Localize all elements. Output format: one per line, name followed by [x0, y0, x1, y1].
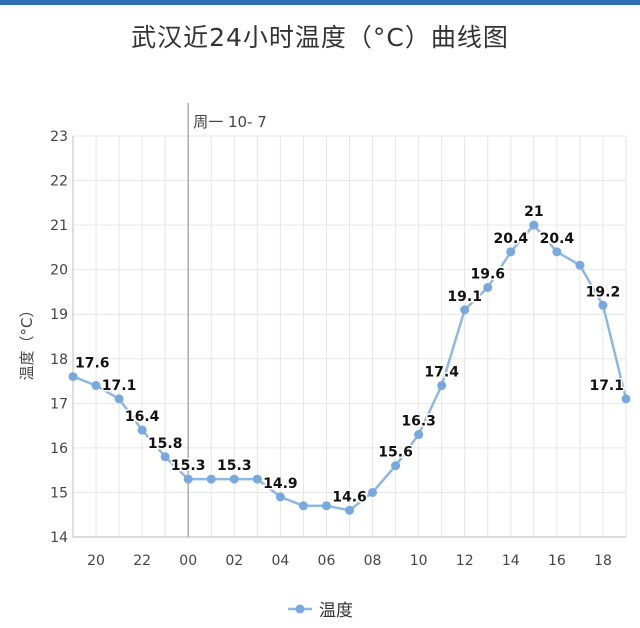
y-axis-title: 温度（°C） [18, 303, 36, 381]
temperature-chart: 14 15 16 17 18 19 20 21 22 23 20 22 00 02 04 06 08 10 12 14… [18, 103, 631, 569]
y-tick-label: 17 [50, 396, 68, 412]
data-label: 17.1 [589, 378, 624, 394]
data-point [552, 247, 562, 257]
data-point [114, 394, 124, 404]
x-tick-label: 10 [410, 553, 428, 569]
x-tick-label: 20 [87, 553, 105, 569]
x-tick-label: 14 [502, 553, 520, 569]
chart-legend: 温度 [0, 596, 640, 621]
x-tick-label: 06 [318, 553, 336, 569]
data-point [91, 381, 101, 391]
data-label: 17.6 [75, 356, 110, 372]
y-tick-label: 14 [50, 530, 68, 546]
data-point [391, 461, 401, 471]
y-tick-label: 21 [50, 218, 68, 234]
data-label: 17.1 [102, 378, 137, 394]
x-tick-label: 22 [133, 553, 151, 569]
data-label: 19.1 [447, 289, 482, 305]
header-accent-bar [0, 0, 640, 5]
x-tick-label: 12 [456, 553, 474, 569]
data-point [621, 394, 631, 404]
x-tick-label: 08 [364, 553, 382, 569]
data-point [183, 474, 193, 484]
data-label: 14.6 [332, 489, 367, 505]
chart-title: 武汉近24小时温度（°C）曲线图 [131, 23, 509, 52]
legend-label: 温度 [319, 601, 353, 621]
data-point [137, 425, 147, 435]
data-point [460, 305, 470, 315]
y-tick-label: 15 [50, 485, 68, 501]
data-label: 16.3 [401, 414, 436, 430]
data-point [529, 220, 539, 230]
x-tick-label: 00 [179, 553, 197, 569]
x-tick-label: 16 [548, 553, 566, 569]
data-point [575, 260, 585, 270]
data-point [598, 300, 608, 310]
data-point [298, 501, 308, 511]
y-tick-label: 19 [50, 307, 68, 323]
data-point [414, 430, 424, 440]
data-label: 15.3 [171, 458, 206, 474]
data-label: 14.9 [263, 476, 298, 492]
data-point [345, 505, 354, 515]
data-point [368, 487, 378, 497]
data-point [506, 247, 516, 257]
data-label: 17.4 [424, 365, 459, 381]
date-marker-label: 周一 10- 7 [193, 113, 267, 131]
legend-marker-icon [288, 604, 312, 613]
y-tick-label: 20 [50, 263, 68, 279]
data-label: 15.3 [217, 458, 252, 474]
y-tick-label: 22 [50, 174, 68, 190]
data-label: 21 [524, 204, 543, 220]
data-point [321, 501, 331, 511]
data-label: 19.2 [586, 284, 621, 300]
data-point [483, 282, 493, 292]
data-point [437, 381, 447, 391]
data-label: 20.4 [494, 231, 529, 247]
y-tick-label: 16 [50, 441, 68, 457]
data-point [68, 372, 78, 382]
y-tick-label: 23 [50, 129, 68, 145]
x-tick-label: 04 [271, 553, 289, 569]
x-tick-label: 18 [594, 553, 612, 569]
data-label: 19.6 [470, 266, 505, 282]
data-point [229, 474, 239, 484]
data-label: 15.6 [378, 445, 413, 461]
y-tick-label: 18 [50, 352, 68, 368]
data-label: 20.4 [540, 231, 575, 247]
data-point [252, 474, 262, 484]
data-point [206, 474, 216, 484]
data-label: 16.4 [125, 409, 160, 425]
data-label: 15.8 [148, 436, 183, 452]
data-point [160, 452, 170, 462]
x-tick-label: 02 [225, 553, 243, 569]
data-point [275, 492, 285, 502]
